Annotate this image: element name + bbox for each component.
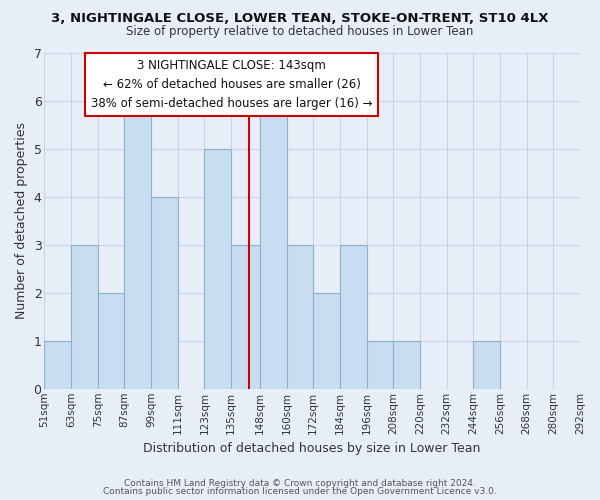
Y-axis label: Number of detached properties: Number of detached properties (15, 122, 28, 319)
Bar (205, 148, 231, 389)
Bar (44, 340, 71, 389)
Text: Size of property relative to detached houses in Lower Tean: Size of property relative to detached ho… (127, 25, 473, 38)
Bar (287, 244, 313, 389)
Text: Contains public sector information licensed under the Open Government Licence v3: Contains public sector information licen… (103, 487, 497, 496)
Bar (367, 340, 393, 389)
Text: 3, NIGHTINGALE CLOSE, LOWER TEAN, STOKE-ON-TRENT, ST10 4LX: 3, NIGHTINGALE CLOSE, LOWER TEAN, STOKE-… (51, 12, 549, 26)
Bar (98, 292, 124, 389)
Text: 3 NIGHTINGALE CLOSE: 143sqm
← 62% of detached houses are smaller (26)
38% of sem: 3 NIGHTINGALE CLOSE: 143sqm ← 62% of det… (91, 59, 373, 110)
Bar (313, 292, 340, 389)
Bar (260, 100, 287, 389)
X-axis label: Distribution of detached houses by size in Lower Tean: Distribution of detached houses by size … (143, 442, 481, 455)
Bar (71, 244, 98, 389)
Bar (151, 196, 178, 389)
Bar (231, 244, 260, 389)
Bar (340, 244, 367, 389)
Bar (393, 340, 420, 389)
Text: Contains HM Land Registry data © Crown copyright and database right 2024.: Contains HM Land Registry data © Crown c… (124, 478, 476, 488)
Bar (124, 100, 151, 389)
Bar (473, 340, 500, 389)
